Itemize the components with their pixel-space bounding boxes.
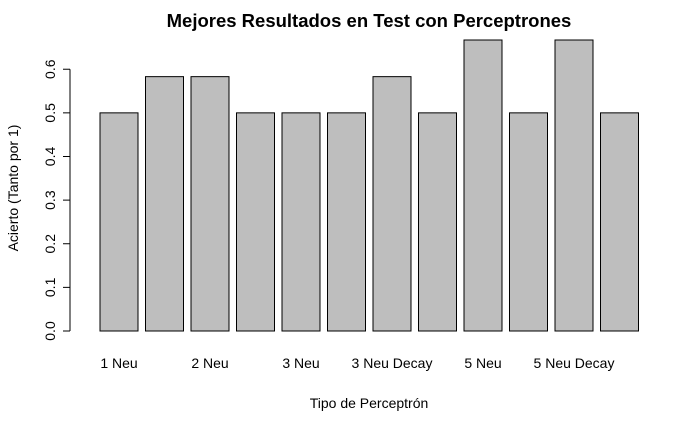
bar: [554, 39, 594, 332]
x-tick-label: 1 Neu: [100, 355, 137, 371]
y-tick-label: 0.4: [42, 147, 58, 167]
x-tick-label: 5 Neu: [464, 355, 501, 371]
x-tick-label: 5 Neu Decay: [534, 355, 615, 371]
bar: [281, 112, 321, 332]
bar: [463, 39, 503, 332]
y-axis-label: Acierto (Tanto por 1): [5, 125, 21, 252]
bar: [236, 112, 275, 332]
x-tick-label: 3 Neu: [282, 355, 319, 371]
bar: [99, 112, 139, 332]
y-tick-label: 0.0: [42, 321, 58, 341]
bar: [190, 76, 230, 332]
x-tick-labels: 1 Neu 2 Neu 3 Neu 3 Neu Decay 5 Neu 5 Neu Dec…: [100, 355, 614, 371]
bar: [372, 76, 412, 332]
bar: [509, 112, 548, 332]
x-axis-label: Tipo de Perceptrón: [310, 395, 429, 411]
y-tick-label: 0.3: [42, 190, 58, 210]
bar: [145, 76, 184, 332]
x-tick-label: 2 Neu: [191, 355, 228, 371]
bar: [600, 112, 639, 332]
bar: [327, 112, 366, 332]
chart-title: Mejores Resultados en Test con Perceptro…: [167, 10, 572, 31]
y-tick-label: 0.6: [42, 59, 58, 79]
bars-group: [99, 39, 639, 332]
y-tick-label: 0.5: [42, 103, 58, 123]
y-tick-label: 0.1: [42, 277, 58, 297]
bar: [418, 112, 457, 332]
y-tick-label: 0.2: [42, 234, 58, 254]
x-tick-label: 3 Neu Decay: [352, 355, 433, 371]
y-axis: 0.0 0.1 0.2 0.3 0.4 0.5 0.6: [42, 59, 71, 341]
